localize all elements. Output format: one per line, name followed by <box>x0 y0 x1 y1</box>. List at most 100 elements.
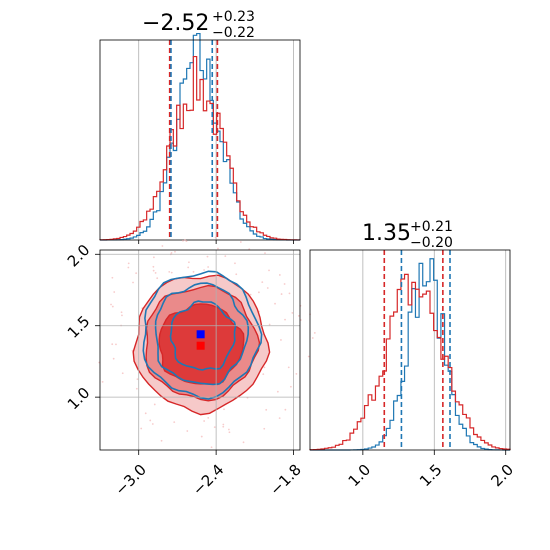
frame-right <box>309 249 511 451</box>
scatter-point <box>210 446 213 449</box>
scatter-point <box>154 272 157 274</box>
scatter-point <box>135 272 138 275</box>
scatter-point <box>185 240 188 242</box>
scatter-point <box>263 427 266 430</box>
tick-label-x: −3.0 <box>112 461 150 499</box>
scatter-point <box>217 247 219 250</box>
scatter-point <box>280 293 283 295</box>
scatter-point <box>121 314 123 317</box>
tick-label-x: 2.0 <box>487 461 517 491</box>
scatter-point <box>184 239 186 241</box>
scatter-point <box>121 372 124 375</box>
contour-blue-inner <box>169 300 237 371</box>
scatter-point <box>188 261 190 264</box>
scatter-point <box>182 239 184 242</box>
scatter-point <box>186 430 189 432</box>
scatter-point <box>161 245 164 247</box>
title-x-main: −2.52 <box>142 11 209 36</box>
scatter-point <box>207 416 210 419</box>
scatter-point <box>297 314 300 317</box>
scatter-point <box>239 241 242 243</box>
scatter-point <box>207 266 210 268</box>
scatter-point <box>278 417 281 420</box>
scatter-point <box>120 311 123 314</box>
histogram-y-panel <box>309 249 511 451</box>
scatter-point <box>168 270 171 273</box>
scatter-point <box>283 283 286 285</box>
scatter-point <box>149 419 152 422</box>
scatter-point <box>227 428 230 431</box>
hist-x-red <box>99 55 301 241</box>
scatter-point <box>224 255 227 258</box>
tick-label-y: 1.0 <box>64 384 94 414</box>
hist-y-red <box>309 273 511 451</box>
marker-red <box>196 341 205 350</box>
scatter-point <box>278 274 281 276</box>
scatter-point <box>265 408 268 411</box>
scatter-point <box>136 378 139 381</box>
scatter-point <box>111 276 114 279</box>
scatter-point <box>127 266 130 269</box>
title-param-x: −2.52 +0.23 −0.22 <box>142 9 255 41</box>
scatter-point <box>151 423 154 425</box>
marker-blue <box>196 330 205 339</box>
scatter-point <box>113 291 116 293</box>
scatter-point <box>127 262 130 265</box>
scatter-point <box>268 269 270 272</box>
hist-x-blue <box>99 32 301 241</box>
scatter-point <box>261 281 264 284</box>
tick-label-y: 1.5 <box>64 312 94 342</box>
histogram-x-panel <box>99 32 301 241</box>
scatter-point <box>284 408 287 411</box>
scatter-point <box>249 293 252 296</box>
contour-blue-mid <box>154 282 250 386</box>
scatter-point <box>110 303 112 306</box>
scatter-point <box>115 343 117 346</box>
scatter-point <box>152 256 155 259</box>
title-param-y: 1.35 +0.21 −0.20 <box>362 219 453 251</box>
scatter-point <box>307 355 310 358</box>
scatter-point <box>262 373 265 375</box>
scatter-point <box>222 423 225 426</box>
scatter-point <box>152 265 155 268</box>
scatter-point <box>140 427 143 430</box>
tick-label-x: 1.5 <box>416 461 446 491</box>
scatter-point <box>213 426 216 429</box>
title-y-main: 1.35 <box>362 221 411 246</box>
scatter-point <box>284 318 286 321</box>
tick-label-x: −2.4 <box>189 461 227 499</box>
tick-label-x: 1.0 <box>345 461 375 491</box>
scatter-point <box>132 281 134 284</box>
scatter-point <box>156 277 159 280</box>
scatter-point <box>222 425 225 428</box>
scatter-point <box>234 262 236 265</box>
scatter-point <box>223 408 225 411</box>
tick-label-x: −1.8 <box>266 461 304 499</box>
scatter-point <box>111 343 114 346</box>
frame-top <box>99 39 301 241</box>
scatter-point <box>274 302 276 305</box>
hist-y-blue <box>310 258 511 451</box>
scatter-point <box>187 266 190 269</box>
scatter-point <box>280 339 282 341</box>
tick-label-y: 2.0 <box>64 241 94 271</box>
title-x-sub: −0.22 <box>212 25 255 41</box>
scatter-point <box>160 439 163 442</box>
scatter-point <box>291 312 294 314</box>
contour-blue-outer <box>142 270 263 400</box>
scatter-point <box>203 420 206 422</box>
scatter-point <box>295 372 298 375</box>
scatter-point <box>152 269 155 272</box>
scatter-point <box>258 291 260 294</box>
scatter-point <box>144 412 147 415</box>
scatter-point <box>242 441 245 444</box>
scatter-point <box>266 287 269 289</box>
frame-joint <box>99 249 301 451</box>
scatter-point <box>276 390 279 393</box>
title-y-sub: −0.20 <box>410 235 453 251</box>
scatter-point <box>264 252 266 255</box>
title-x-sup: +0.23 <box>212 9 255 25</box>
scatter-point <box>170 252 173 254</box>
scatter-point <box>214 236 217 239</box>
